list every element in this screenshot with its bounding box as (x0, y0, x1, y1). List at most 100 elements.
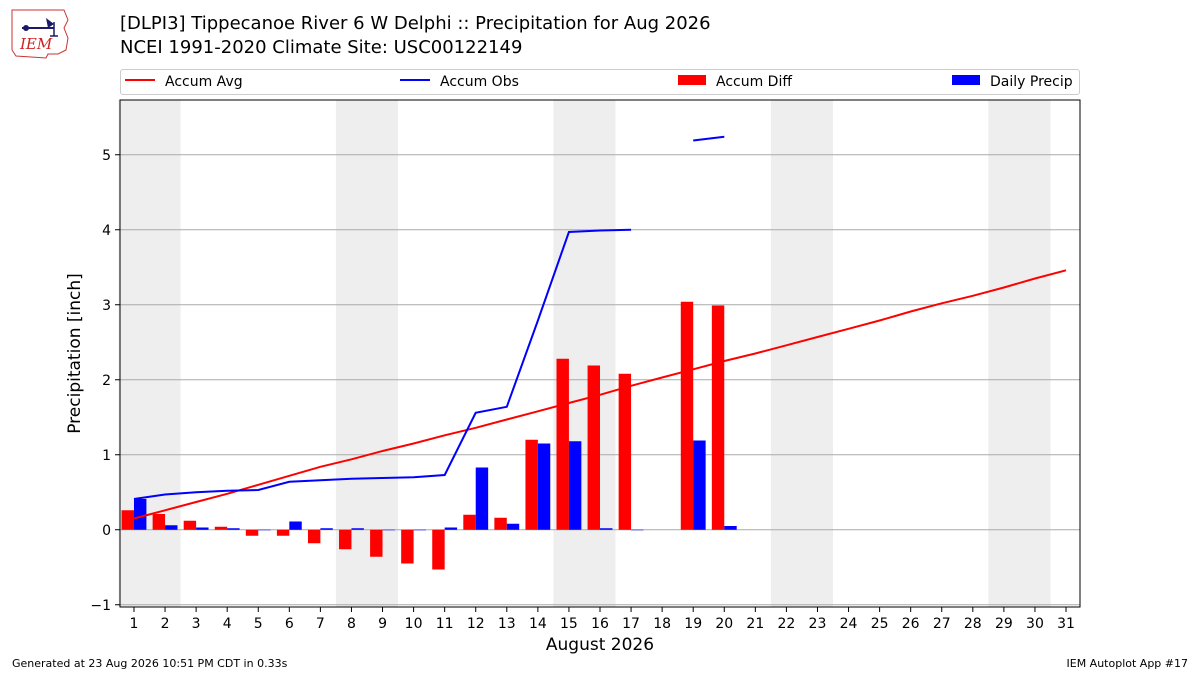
iem-logo: IEM (8, 6, 72, 60)
x-tick-label: 12 (467, 616, 485, 632)
daily-precip-bar (693, 440, 706, 530)
daily-precip-bar (351, 528, 364, 530)
daily-precip-bar (724, 526, 737, 530)
weekend-band (988, 100, 1051, 607)
legend-label-accum-obs: Accum Obs (440, 74, 519, 90)
x-tick-label: 21 (746, 616, 764, 632)
daily-precip-bar (289, 521, 302, 530)
weekend-band (553, 100, 616, 607)
accum-diff-bar (183, 520, 197, 530)
legend-accum-avg: Accum Avg (125, 74, 243, 90)
legend-swatch-daily-precip (952, 75, 980, 85)
accum-diff-bar (307, 529, 321, 544)
x-tick-label: 16 (591, 616, 609, 632)
accum-obs-line (693, 135, 725, 142)
x-tick-label: 14 (529, 616, 547, 632)
y-tick-label: −1 (90, 598, 111, 614)
daily-precip-bar (506, 523, 520, 530)
x-tick-label: 28 (964, 616, 982, 632)
x-tick-label: 30 (1026, 616, 1044, 632)
x-tick-label: 2 (161, 616, 170, 632)
x-tick-label: 31 (1057, 616, 1075, 632)
daily-precip-bar (382, 529, 395, 531)
daily-precip-bar (258, 529, 271, 531)
weekend-band (118, 100, 181, 607)
chart-legend: Accum Avg Accum Obs Accum Diff Daily Pre… (120, 69, 1080, 95)
accum-avg-line (133, 269, 1067, 520)
x-tick-label: 8 (347, 616, 356, 632)
accum-diff-bar (152, 514, 166, 530)
title-line-1: [DLPI3] Tippecanoe River 6 W Delphi :: P… (120, 13, 711, 34)
accum-diff-bar (711, 305, 725, 530)
daily-precip-bar (568, 441, 582, 530)
logo-text: IEM (19, 35, 53, 53)
y-tick-label: 3 (102, 298, 111, 314)
x-tick-label: 5 (254, 616, 263, 632)
y-tick-label: 4 (102, 223, 111, 239)
app-credit: IEM Autoplot App #17 (1066, 657, 1189, 670)
daily-precip-bar (444, 527, 458, 530)
daily-precip-bar (475, 467, 489, 530)
legend-accum-obs: Accum Obs (400, 74, 519, 90)
legend-accum-diff: Accum Diff (678, 74, 792, 90)
weekend-band (770, 100, 834, 607)
accum-diff-bar (370, 529, 383, 557)
y-tick-label: 5 (102, 148, 111, 164)
accum-diff-bar (494, 517, 507, 530)
x-tick-label: 9 (378, 616, 387, 632)
x-tick-label: 18 (653, 616, 671, 632)
accum-diff-bar (680, 301, 694, 530)
legend-swatch-accum-obs (400, 79, 430, 81)
accum-obs-line (133, 228, 632, 500)
accum-diff-bar (525, 439, 538, 530)
title-line-2: NCEI 1991-2020 Climate Site: USC00122149 (120, 37, 523, 58)
daily-precip-bar (227, 528, 240, 530)
daily-precip-bar (196, 527, 209, 530)
legend-label-daily-precip: Daily Precip (990, 74, 1073, 90)
accum-diff-bar (276, 529, 290, 536)
x-tick-label: 27 (933, 616, 951, 632)
chart-title: [DLPI3] Tippecanoe River 6 W Delphi :: P… (120, 12, 711, 60)
x-tick-label: 3 (192, 616, 201, 632)
y-tick-label: 0 (102, 523, 111, 539)
x-tick-label: 22 (777, 616, 795, 632)
x-tick-label: 17 (622, 616, 640, 632)
daily-precip-bar (537, 443, 551, 530)
accum-diff-bar (401, 529, 414, 564)
daily-precip-bar (165, 525, 178, 530)
x-tick-label: 4 (223, 616, 232, 632)
weekend-band (335, 100, 399, 607)
legend-swatch-accum-diff (678, 75, 706, 85)
legend-swatch-accum-avg (125, 79, 155, 81)
x-tick-label: 19 (684, 616, 702, 632)
daily-precip-bar (413, 529, 427, 531)
accum-diff-bar (587, 365, 600, 530)
x-tick-label: 25 (871, 616, 889, 632)
accum-diff-bar (339, 529, 352, 550)
x-tick-label: 6 (285, 616, 294, 632)
x-tick-label: 20 (715, 616, 733, 632)
daily-precip-bar (133, 499, 147, 530)
x-tick-label: 26 (902, 616, 920, 632)
accum-diff-bar (556, 358, 569, 530)
legend-label-accum-diff: Accum Diff (716, 74, 793, 90)
accum-diff-bar (463, 514, 476, 530)
accum-diff-bar (214, 526, 228, 530)
x-tick-label: 24 (840, 616, 858, 632)
x-tick-label: 11 (436, 616, 454, 632)
daily-precip-bar (631, 529, 644, 531)
y-axis-label: Precipitation [inch] (65, 273, 85, 434)
accum-diff-bar (121, 510, 134, 530)
x-tick-label: 15 (560, 616, 578, 632)
accum-diff-bar (245, 529, 259, 536)
legend-label-accum-avg: Accum Avg (165, 74, 243, 90)
x-tick-label: 29 (995, 616, 1013, 632)
accum-diff-bar (432, 529, 445, 570)
generated-note: Generated at 23 Aug 2026 10:51 PM CDT in… (12, 657, 288, 670)
x-tick-label: 13 (498, 616, 516, 632)
x-tick-label: 1 (130, 616, 139, 632)
x-axis-label: August 2026 (546, 635, 654, 655)
x-tick-label: 10 (405, 616, 423, 632)
accum-diff-bar (618, 373, 632, 530)
